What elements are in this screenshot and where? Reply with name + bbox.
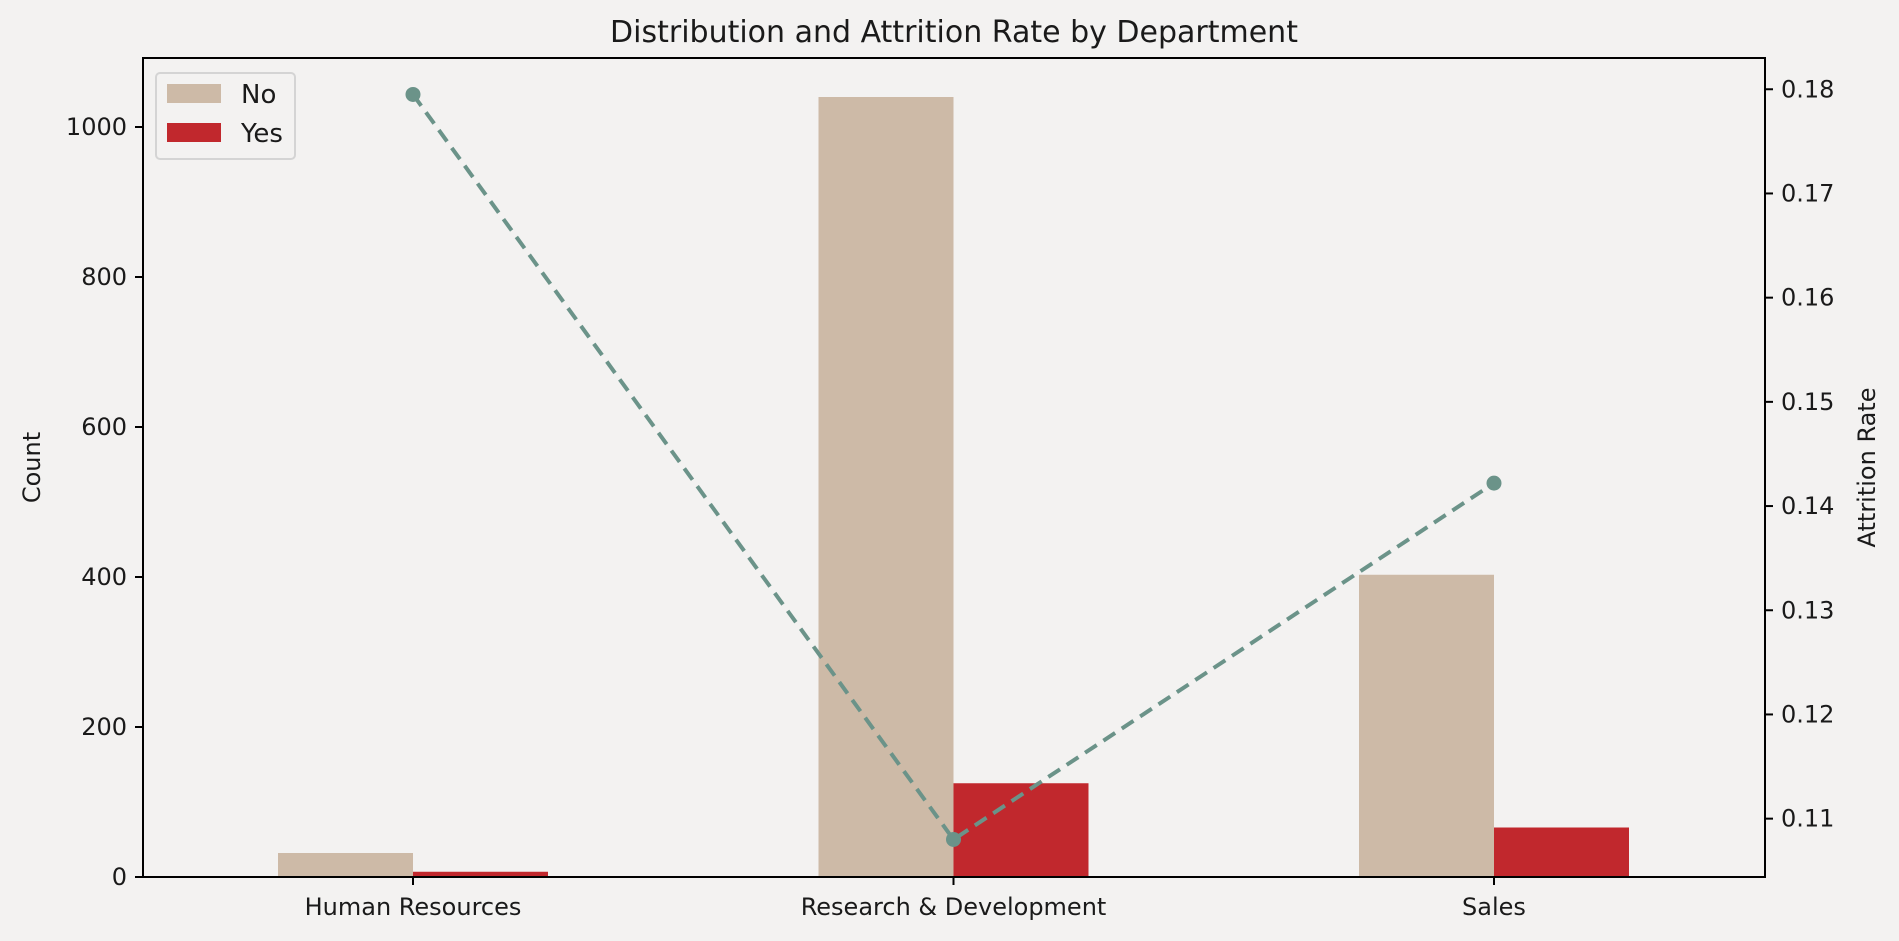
chart-title: Distribution and Attrition Rate by Depar…	[610, 15, 1298, 50]
legend-swatch-no	[167, 84, 221, 103]
y2-axis-title: Attrition Rate	[1853, 388, 1881, 548]
bar-no-1	[818, 97, 954, 877]
y2-tick-label: 0.18	[1781, 75, 1834, 103]
y2-tick-label: 0.14	[1781, 492, 1834, 520]
attrition-rate-line	[411, 93, 1496, 843]
bar-no-0	[278, 853, 413, 877]
plot-frame	[142, 57, 1766, 878]
y2-tick-label: 0.13	[1781, 596, 1834, 624]
left-axis: 0 200 400 600 800 1000	[66, 113, 143, 891]
attrition-line-group	[405, 86, 1502, 847]
y2-tick-label: 0.12	[1781, 700, 1834, 728]
y-tick-label: 800	[81, 263, 127, 291]
attrition-rate-point-1	[946, 831, 961, 847]
legend: No Yes	[155, 72, 296, 160]
y-tick-label: 0	[112, 863, 127, 891]
x-axis: Human Resources Research & Development Sal…	[305, 877, 1526, 921]
bar-yes-2	[1494, 827, 1629, 877]
right-axis: 0.11 0.12 0.13 0.14 0.15 0.16 0.17 0.18	[1765, 75, 1834, 833]
y-tick-label: 1000	[66, 113, 127, 141]
legend-label-yes: Yes	[240, 119, 283, 149]
bar-no-2	[1359, 574, 1494, 877]
y2-tick-label: 0.17	[1781, 179, 1834, 207]
x-tick-label: Human Resources	[305, 893, 522, 921]
legend-swatch-yes	[167, 123, 221, 142]
x-tick-label: Sales	[1462, 893, 1526, 921]
y2-tick-label: 0.15	[1781, 388, 1834, 416]
y-axis-title: Count	[18, 432, 46, 503]
bar-yes-1	[953, 783, 1089, 877]
y2-tick-label: 0.11	[1781, 805, 1834, 833]
bars-group	[278, 97, 1629, 877]
bar-yes-0	[413, 871, 548, 877]
attrition-rate-point-2	[1486, 475, 1502, 491]
x-tick-label: Research & Development	[801, 893, 1107, 921]
legend-label-no: No	[241, 80, 276, 110]
y-tick-label: 400	[81, 563, 127, 591]
y-tick-label: 200	[81, 713, 127, 741]
y-tick-label: 600	[81, 413, 127, 441]
attrition-rate-point-0	[405, 86, 421, 102]
y2-tick-label: 0.16	[1781, 284, 1834, 312]
